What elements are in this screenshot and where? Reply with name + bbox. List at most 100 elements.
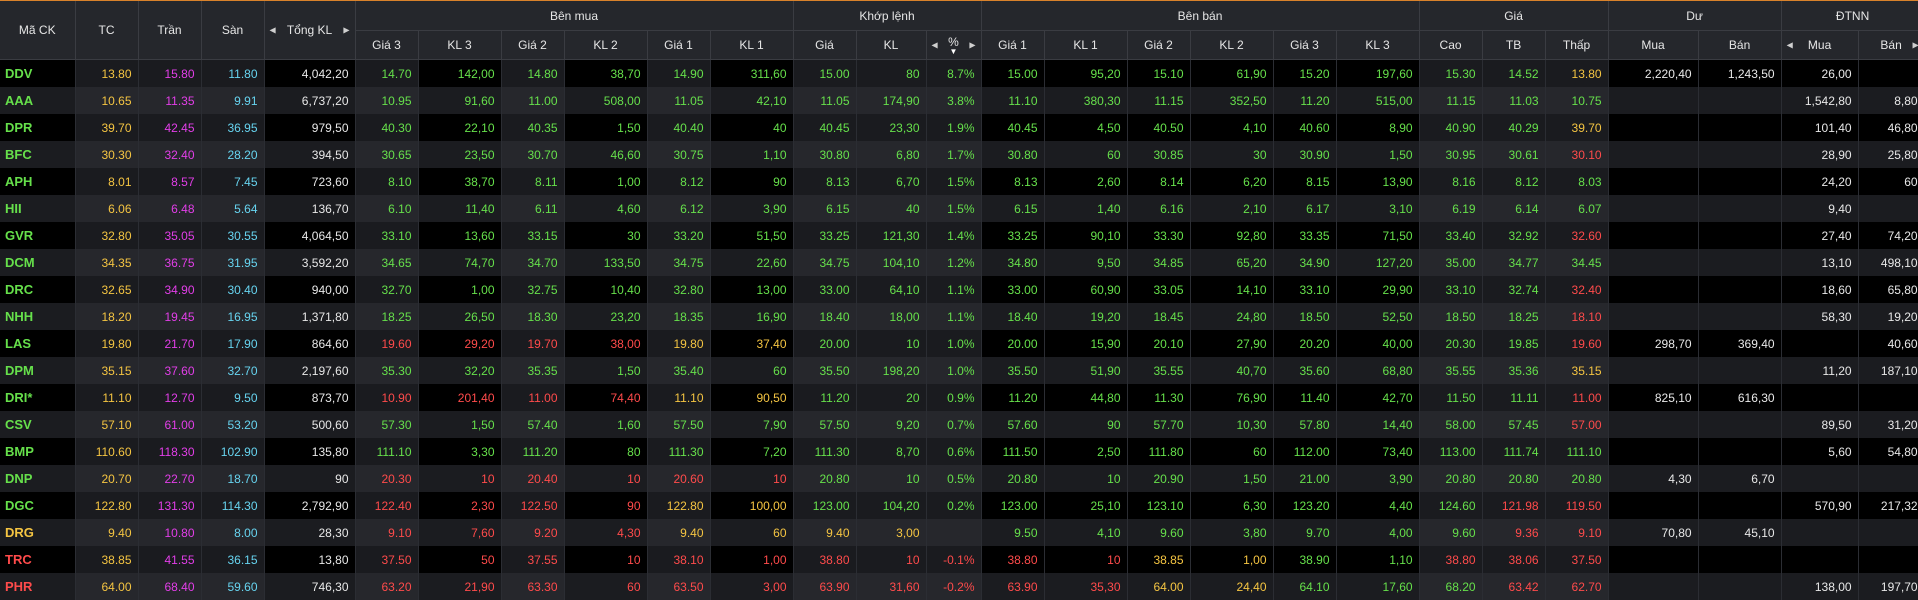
header-ref[interactable]: TC [75,1,138,60]
symbol-cell[interactable]: APH [0,168,75,195]
match-pct-cell: 0.9% [926,384,981,411]
header-foreign-buy[interactable]: ◀ Mua [1781,31,1858,60]
caret-left-icon[interactable]: ◀ [932,41,938,50]
symbol-cell[interactable]: DRC [0,276,75,303]
sort-desc-icon[interactable]: ▼ [927,49,981,55]
header-residual-sell[interactable]: Bán [1698,31,1781,60]
ceil-price-cell: 10.80 [138,519,201,546]
avg-price-cell: 19.85 [1482,330,1545,357]
header-match-pct[interactable]: ◀ % ▼ ▶ [926,31,981,60]
header-sell-vol-3[interactable]: KL 3 [1336,31,1419,60]
header-sell-price-1[interactable]: Giá 1 [981,31,1044,60]
header-buy-vol-3[interactable]: KL 3 [418,31,501,60]
symbol-cell[interactable]: DDV [0,60,75,88]
caret-left-icon[interactable]: ◀ [270,26,276,35]
header-match-vol[interactable]: KL [856,31,926,60]
sell-vol-1-cell: 35,30 [1044,573,1127,600]
caret-left-icon[interactable]: ◀ [1787,41,1793,50]
header-buy-vol-2[interactable]: KL 2 [564,31,647,60]
symbol-cell[interactable]: DNP [0,465,75,492]
sell-price-3-cell: 64.10 [1273,573,1336,600]
symbol-cell[interactable]: PHR [0,573,75,600]
residual-sell-cell [1698,87,1781,114]
symbol-cell[interactable]: BFC [0,141,75,168]
total-vol-cell: 723,60 [264,168,355,195]
symbol-cell[interactable]: HII [0,195,75,222]
low-price-cell: 18.10 [1545,303,1608,330]
match-pct-cell: 0.2% [926,492,981,519]
caret-right-icon[interactable]: ▶ [343,26,349,35]
buy-price-1-cell: 8.12 [647,168,710,195]
buy-price-2-cell: 19.70 [501,330,564,357]
header-buy-vol-1[interactable]: KL 1 [710,31,793,60]
ceil-price-cell: 41.55 [138,546,201,573]
header-sell-price-2[interactable]: Giá 2 [1127,31,1190,60]
sell-price-2-cell: 8.14 [1127,168,1190,195]
caret-right-icon[interactable]: ▶ [969,41,975,50]
total-vol-cell: 2,792,90 [264,492,355,519]
header-total-vol[interactable]: ◀ Tổng KL ▶ [264,1,355,60]
symbol-cell[interactable]: BMP [0,438,75,465]
header-buy-price-3[interactable]: Giá 3 [355,31,418,60]
residual-buy-cell [1608,168,1698,195]
symbol-cell[interactable]: LAS [0,330,75,357]
header-avg[interactable]: TB [1482,31,1545,60]
symbol-cell[interactable]: NHH [0,303,75,330]
header-buy-price-1[interactable]: Giá 1 [647,31,710,60]
symbol-cell[interactable]: CSV [0,411,75,438]
header-sell-price-3[interactable]: Giá 3 [1273,31,1336,60]
symbol-cell[interactable]: GVR [0,222,75,249]
match-pct-cell: 1.7% [926,141,981,168]
caret-right-icon[interactable]: ▶ [1912,41,1918,50]
header-high[interactable]: Cao [1419,31,1482,60]
header-residual-buy[interactable]: Mua [1608,31,1698,60]
symbol-cell[interactable]: DPR [0,114,75,141]
total-vol-cell: 873,70 [264,384,355,411]
symbol-cell[interactable]: DGC [0,492,75,519]
symbol-cell[interactable]: DCM [0,249,75,276]
low-price-cell: 30.10 [1545,141,1608,168]
high-price-cell: 20.30 [1419,330,1482,357]
buy-price-1-cell: 33.20 [647,222,710,249]
sell-price-3-cell: 11.40 [1273,384,1336,411]
header-sell-vol-1[interactable]: KL 1 [1044,31,1127,60]
header-buy-price-2[interactable]: Giá 2 [501,31,564,60]
symbol-cell[interactable]: TRC [0,546,75,573]
header-low[interactable]: Thấp [1545,31,1608,60]
symbol-cell[interactable]: DPM [0,357,75,384]
sell-vol-1-cell: 60,90 [1044,276,1127,303]
header-sell-vol-2[interactable]: KL 2 [1190,31,1273,60]
header-ceil[interactable]: Trần [138,1,201,60]
header-foreign-sell[interactable]: Bán ▶ [1858,31,1918,60]
sell-vol-1-cell: 10 [1044,546,1127,573]
header-symbol[interactable]: Mã CK [0,1,75,60]
header-match-price[interactable]: Giá [793,31,856,60]
header-floor[interactable]: Sàn [201,1,264,60]
match-pct-cell: 8.7% [926,60,981,88]
header-total-vol-label: Tổng KL [287,23,332,37]
symbol-cell[interactable]: AAA [0,87,75,114]
sell-vol-1-cell: 51,90 [1044,357,1127,384]
symbol-cell[interactable]: DRI* [0,384,75,411]
symbol-cell[interactable]: DRG [0,519,75,546]
